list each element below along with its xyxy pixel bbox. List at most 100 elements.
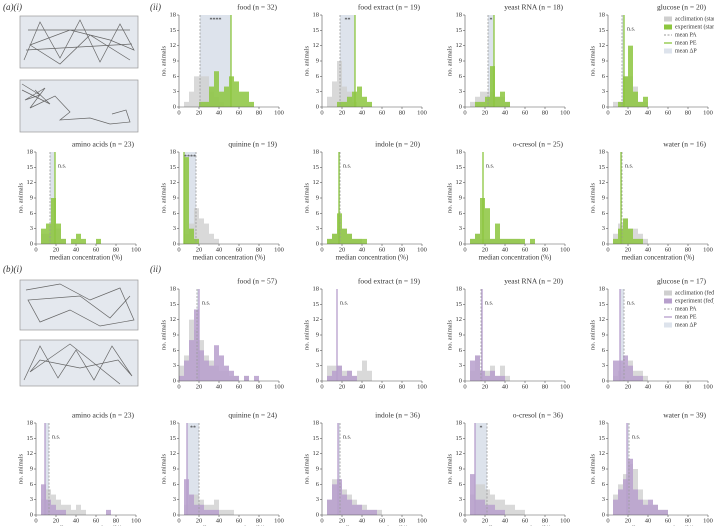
bar	[480, 101, 485, 107]
bar	[224, 365, 229, 381]
y-tick-label: 6	[173, 481, 177, 488]
y-tick-label: 6	[316, 73, 320, 80]
bar	[61, 238, 66, 244]
x-tick-label: 100	[417, 517, 427, 524]
significance: n.s.	[627, 300, 636, 306]
y-axis-label: no. animals	[446, 183, 453, 213]
y-axis-label: no. animals	[589, 46, 596, 76]
x-tick-label: 80	[685, 517, 692, 524]
bar	[352, 504, 357, 515]
bar	[613, 238, 618, 244]
bar	[633, 375, 638, 381]
y-axis-label: no. animals	[160, 320, 167, 350]
bar	[239, 91, 244, 107]
bar	[357, 86, 362, 107]
y-tick-label: 9	[602, 331, 605, 338]
bar	[204, 76, 209, 107]
bar	[495, 96, 500, 107]
chart-title: o-cresol (n = 36)	[513, 411, 564, 420]
bar	[332, 370, 337, 381]
x-tick-label: 0	[177, 517, 180, 524]
y-tick-label: 6	[316, 481, 320, 488]
x-tick-label: 60	[665, 517, 672, 524]
significance: n.s.	[340, 300, 349, 306]
bar	[184, 360, 189, 381]
y-tick-label: 0	[602, 377, 605, 384]
y-tick-label: 12	[27, 179, 34, 186]
x-tick-label: 20	[482, 383, 489, 390]
bar	[249, 101, 254, 107]
bar	[505, 375, 510, 381]
chart-title: yeast RNA (n = 20)	[504, 277, 563, 286]
bar	[51, 504, 56, 515]
bar	[377, 509, 382, 515]
y-tick-label: 15	[170, 301, 177, 308]
y-tick-label: 18	[456, 11, 463, 18]
y-tick-label: 12	[313, 450, 320, 457]
bar	[495, 375, 500, 381]
y-tick-label: 18	[170, 148, 177, 155]
y-tick-label: 12	[27, 450, 34, 457]
x-axis-label: median concentration (%)	[622, 525, 695, 526]
x-tick-label: 20	[196, 246, 203, 253]
y-tick-label: 9	[173, 331, 176, 338]
bar	[254, 375, 259, 381]
bar	[184, 157, 189, 244]
bar	[214, 499, 219, 515]
legend-swatch	[664, 24, 672, 30]
x-tick-label: 0	[606, 109, 609, 116]
y-tick-label: 9	[602, 194, 605, 201]
y-tick-label: 6	[602, 210, 606, 217]
y-tick-label: 9	[30, 194, 33, 201]
bar	[367, 370, 372, 381]
x-tick-label: 40	[216, 383, 223, 390]
bar	[500, 91, 505, 107]
x-tick-label: 80	[256, 517, 263, 524]
bar	[81, 238, 86, 244]
bar	[41, 228, 46, 244]
delta-p	[338, 423, 340, 515]
bar	[209, 86, 214, 107]
bar	[362, 96, 367, 107]
y-tick-label: 3	[173, 496, 176, 503]
bar	[613, 360, 618, 381]
y-tick-label: 6	[173, 347, 177, 354]
bar	[184, 101, 189, 107]
y-tick-label: 12	[313, 316, 320, 323]
x-tick-label: 80	[542, 383, 549, 390]
x-tick-label: 20	[339, 109, 346, 116]
bar	[204, 223, 209, 244]
chart-title: amino acids (n = 23)	[72, 140, 135, 149]
bar	[337, 365, 342, 381]
bar	[485, 96, 490, 107]
bar	[244, 91, 249, 107]
bar	[209, 509, 214, 515]
bar	[510, 238, 515, 244]
x-tick-label: 0	[34, 246, 37, 253]
chart-title: food (n = 32)	[237, 3, 277, 12]
chart-title: quinine (n = 24)	[228, 411, 277, 420]
panel-label: (ii)	[150, 2, 161, 12]
y-tick-label: 9	[459, 57, 462, 64]
x-tick-label: 60	[665, 383, 672, 390]
x-tick-label: 60	[665, 246, 672, 253]
bar	[56, 509, 61, 515]
bar	[209, 365, 214, 381]
x-tick-label: 100	[417, 109, 427, 116]
x-tick-label: 60	[665, 109, 672, 116]
x-tick-label: 0	[177, 246, 180, 253]
bar	[495, 509, 500, 515]
y-tick-label: 12	[170, 450, 177, 457]
x-tick-label: 0	[606, 517, 609, 524]
x-tick-label: 40	[359, 383, 366, 390]
y-tick-label: 0	[459, 240, 462, 247]
y-tick-label: 12	[313, 179, 320, 186]
trajectory	[21, 83, 131, 125]
x-tick-label: 0	[463, 383, 466, 390]
y-tick-label: 15	[313, 301, 320, 308]
x-tick-label: 0	[177, 109, 180, 116]
bar	[81, 509, 86, 515]
bar	[623, 355, 628, 381]
y-tick-label: 18	[599, 285, 606, 292]
